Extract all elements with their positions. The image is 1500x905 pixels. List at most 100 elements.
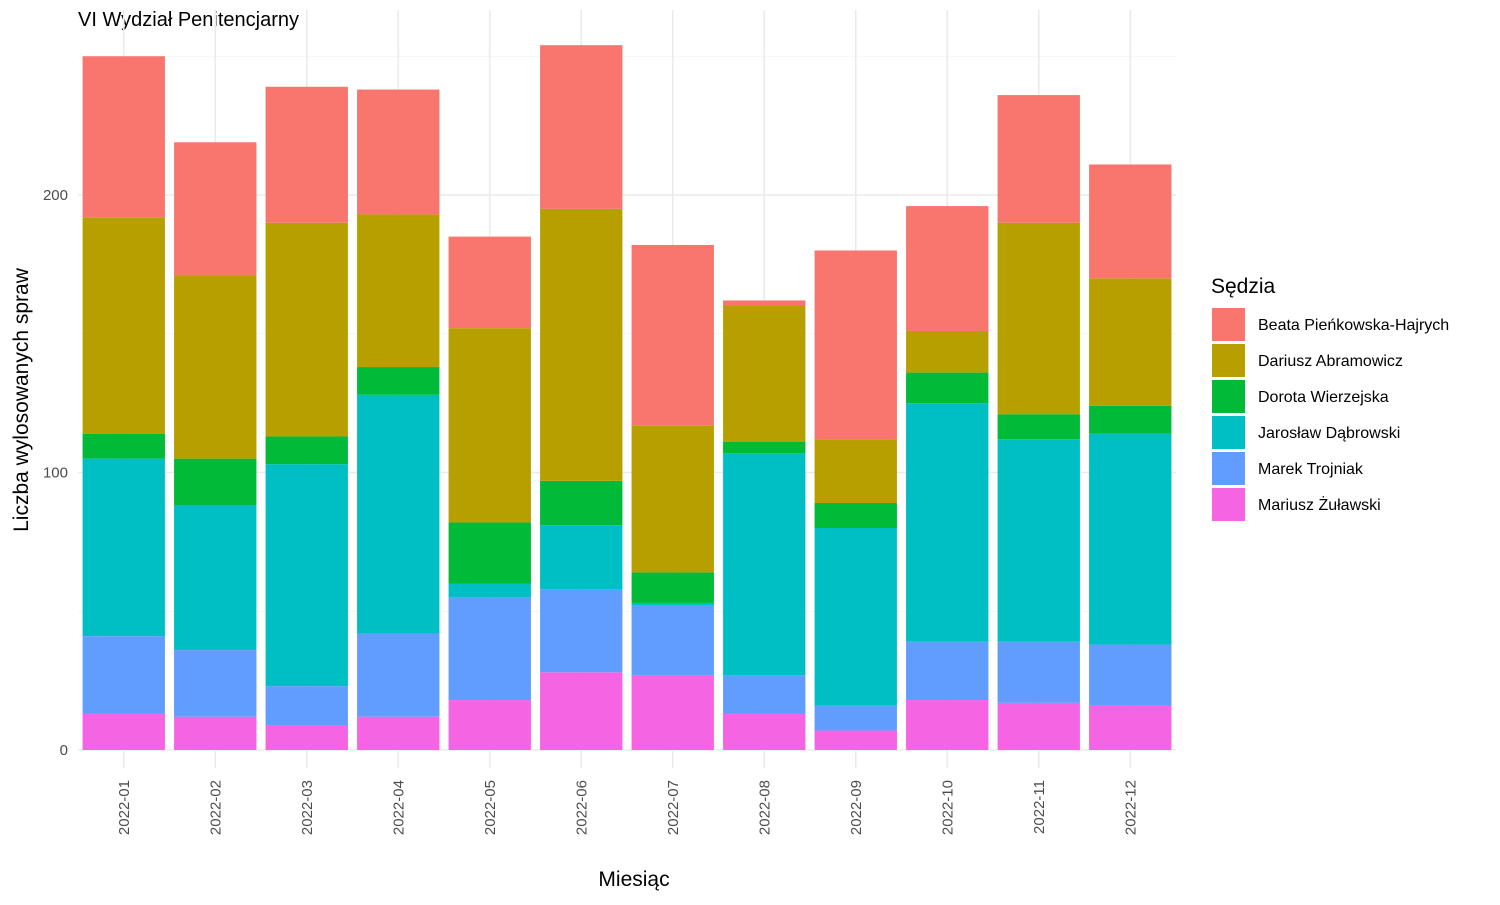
- bar-segment: [814, 730, 897, 750]
- bar-segment: [265, 86, 348, 223]
- x-tick-label: 2022-07: [665, 780, 682, 835]
- y-tick-label: 0: [60, 742, 68, 759]
- bar-segment: [997, 414, 1080, 440]
- bar-segment: [448, 522, 531, 584]
- bar-segment: [997, 702, 1080, 750]
- bar-segment: [1089, 705, 1172, 750]
- bar-segment: [723, 675, 806, 714]
- legend-swatch: [1212, 416, 1245, 449]
- legend-swatch: [1212, 452, 1245, 485]
- bar-segment: [265, 464, 348, 687]
- y-axis-title: Liczba wylosowanych spraw: [10, 267, 33, 532]
- bar-segment: [631, 602, 714, 606]
- x-tick-label: 2022-08: [756, 780, 773, 835]
- bar-segment: [540, 525, 623, 590]
- chart-title: VI Wydział Penitencjarny: [78, 9, 299, 31]
- bar-segment: [448, 583, 531, 598]
- bar-segment: [723, 306, 806, 442]
- x-tick-label: 2022-10: [939, 780, 956, 835]
- bar-segment: [448, 236, 531, 329]
- bar-segment: [265, 686, 348, 726]
- bar-segment: [631, 572, 714, 603]
- bar-segment: [357, 214, 440, 368]
- y-tick-label: 200: [43, 187, 68, 204]
- legend-label: Dariusz Abramowicz: [1258, 353, 1403, 370]
- bar-segment: [540, 589, 623, 673]
- bar-segment: [174, 650, 257, 717]
- legend-title: Sędzia: [1211, 275, 1276, 298]
- legend: Beata Pieńkowska-Hajrych Dariusz Abramowi…: [1212, 308, 1449, 521]
- bar-segment: [1089, 164, 1172, 279]
- bar-segment: [814, 439, 897, 504]
- bar-segment: [448, 597, 531, 701]
- bar-segment: [82, 217, 165, 434]
- x-tick-label: 2022-02: [207, 780, 224, 835]
- bar-segment: [906, 206, 989, 331]
- bar-segment: [631, 605, 714, 676]
- bar-segment: [174, 716, 257, 750]
- bar-segment: [631, 675, 714, 750]
- bar-segment: [82, 458, 165, 637]
- bar-segment: [174, 505, 257, 651]
- bars-layer: [82, 45, 1172, 750]
- bar-segment: [906, 330, 989, 373]
- bar-segment: [723, 713, 806, 750]
- legend-swatch: [1212, 344, 1245, 377]
- legend-swatch: [1212, 308, 1245, 341]
- bar-segment: [174, 142, 257, 276]
- bar-segment: [997, 439, 1080, 642]
- bar-segment: [1089, 433, 1172, 645]
- ticks-layer: 0 100 200 2022-01 2022-02 2022-03 2022-04 2022-…: [43, 187, 1139, 835]
- bar-segment: [540, 672, 623, 750]
- bar-segment: [631, 244, 714, 426]
- x-tick-label: 2022-11: [1031, 780, 1048, 834]
- bar-segment: [82, 713, 165, 750]
- bar-segment: [814, 503, 897, 528]
- bar-segment: [906, 700, 989, 750]
- bar-segment: [723, 441, 806, 454]
- x-tick-label: 2022-12: [1122, 780, 1139, 835]
- x-tick-label: 2022-03: [299, 780, 316, 835]
- bar-segment: [82, 56, 165, 218]
- x-tick-label: 2022-05: [482, 780, 499, 835]
- bar-segment: [174, 458, 257, 506]
- bar-segment: [174, 275, 257, 459]
- x-tick-label: 2022-06: [573, 780, 590, 835]
- x-tick-label: 2022-09: [848, 780, 865, 835]
- bar-segment: [357, 394, 440, 634]
- legend-swatch: [1212, 488, 1245, 521]
- bar-segment: [265, 222, 348, 437]
- legend-swatch: [1212, 380, 1245, 413]
- bar-segment: [997, 222, 1080, 415]
- bar-segment: [448, 328, 531, 523]
- legend-label: Dorota Wierzejska: [1258, 389, 1389, 406]
- bar-segment: [540, 480, 623, 526]
- legend-label: Jarosław Dąbrowski: [1258, 425, 1400, 442]
- legend-label: Beata Pieńkowska-Hajrych: [1258, 317, 1449, 334]
- bar-segment: [448, 700, 531, 750]
- bar-segment: [723, 453, 806, 676]
- bar-segment: [906, 641, 989, 701]
- bar-segment: [357, 89, 440, 215]
- bar-segment: [906, 403, 989, 642]
- bar-segment: [723, 300, 806, 306]
- bar-segment: [1089, 405, 1172, 434]
- bar-segment: [814, 250, 897, 440]
- x-axis-title: Miesiąc: [598, 868, 669, 891]
- bar-segment: [265, 436, 348, 465]
- bar-segment: [357, 633, 440, 717]
- bar-segment: [997, 95, 1080, 223]
- legend-label: Marek Trojniak: [1258, 461, 1364, 478]
- bar-segment: [265, 725, 348, 750]
- bar-segment: [1089, 644, 1172, 706]
- bar-segment: [82, 433, 165, 459]
- bar-segment: [631, 425, 714, 573]
- bar-segment: [814, 705, 897, 731]
- bar-segment: [906, 372, 989, 404]
- x-tick-label: 2022-01: [116, 780, 133, 835]
- bar-segment: [814, 528, 897, 706]
- bar-segment: [540, 45, 623, 209]
- bar-segment: [357, 367, 440, 395]
